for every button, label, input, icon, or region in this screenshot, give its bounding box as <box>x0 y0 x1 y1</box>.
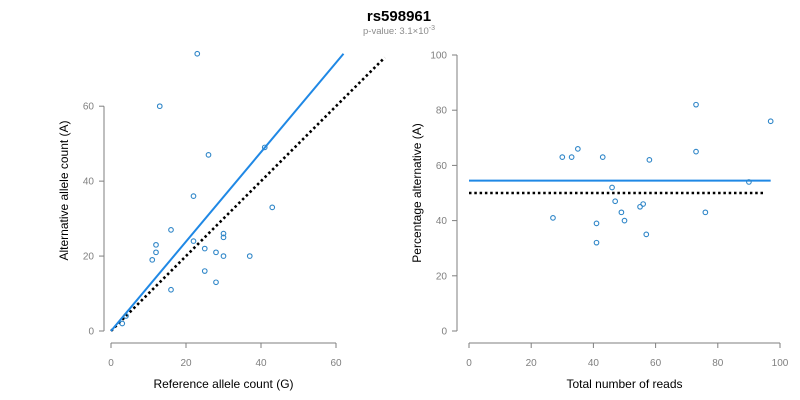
x-tick-label: 0 <box>108 358 114 369</box>
data-point <box>559 154 566 160</box>
data-point <box>767 118 774 125</box>
y-tick-label: 100 <box>430 51 447 62</box>
data-point <box>149 256 156 263</box>
data-point <box>568 154 575 160</box>
x-tick-label: 60 <box>330 358 342 369</box>
data-point <box>702 209 709 216</box>
data-point <box>550 214 556 221</box>
y-axis-title: Percentage alternative (A) <box>410 123 424 262</box>
data-point <box>693 148 699 155</box>
data-point <box>205 152 212 158</box>
x-tick-label: 20 <box>526 358 538 369</box>
x-tick-label: 80 <box>712 358 724 369</box>
chart-subtitle: p-value: 3.1×10-3 <box>363 25 435 37</box>
data-point <box>119 320 126 327</box>
data-point <box>593 220 600 227</box>
x-tick-label: 40 <box>588 358 600 369</box>
data-point <box>621 217 628 224</box>
data-point <box>612 198 619 205</box>
data-point <box>123 313 129 319</box>
data-point <box>637 203 643 210</box>
right-scatter-plot: 0 20 40 60 80 100 0 20 40 60 80 100 Total number of … <box>410 51 789 392</box>
y-tick-label: 40 <box>83 177 95 188</box>
data-point <box>609 184 615 191</box>
pvalue-exponent: -3 <box>429 25 435 32</box>
reference-line <box>110 56 386 332</box>
data-point <box>618 209 625 216</box>
y-tick-label: 0 <box>441 327 447 338</box>
left-scatter-plot: 0 20 40 60 0 20 40 60 Reference allele count (G)… <box>57 50 386 391</box>
data-point <box>640 201 647 207</box>
x-axis-title: Reference allele count (G) <box>153 377 293 391</box>
data-point <box>168 226 174 233</box>
data-point <box>599 154 606 160</box>
data-point <box>153 241 159 248</box>
data-point <box>201 268 208 274</box>
y-tick-label: 0 <box>88 327 94 338</box>
chart-title: rs598961 <box>367 8 431 25</box>
data-point <box>213 279 219 286</box>
x-tick-label: 20 <box>180 358 192 369</box>
x-tick-label: 100 <box>772 358 789 369</box>
fit-line <box>110 53 345 332</box>
data-point <box>220 234 227 241</box>
data-point <box>746 179 752 185</box>
data-point <box>156 103 163 110</box>
y-tick-label: 80 <box>436 106 448 117</box>
y-tick-label: 40 <box>436 216 448 227</box>
y-axis-title: Alternative allele count (A) <box>57 120 71 260</box>
data-point <box>246 253 253 259</box>
x-tick-label: 0 <box>466 358 472 369</box>
data-point <box>593 239 600 246</box>
data-point <box>168 286 174 293</box>
data-point <box>190 193 197 199</box>
data-point <box>693 101 699 108</box>
data-point <box>201 245 208 252</box>
data-point <box>194 50 201 57</box>
data-point <box>220 253 227 259</box>
data-point <box>153 249 159 256</box>
pvalue-text: p-value: 3.1×10 <box>363 26 429 37</box>
data-point <box>643 231 650 238</box>
data-point <box>213 249 219 256</box>
data-point <box>574 145 581 152</box>
y-tick-label: 60 <box>436 161 448 172</box>
y-tick-label: 60 <box>83 102 95 113</box>
data-point <box>646 157 653 163</box>
x-tick-label: 60 <box>650 358 662 369</box>
x-axis-title: Total number of reads <box>566 377 682 391</box>
data-point <box>261 144 268 151</box>
data-point <box>220 230 227 237</box>
data-point <box>190 238 197 244</box>
y-tick-label: 20 <box>83 252 95 263</box>
x-tick-label: 40 <box>255 358 267 369</box>
data-point <box>269 204 276 211</box>
y-tick-label: 20 <box>436 271 448 282</box>
